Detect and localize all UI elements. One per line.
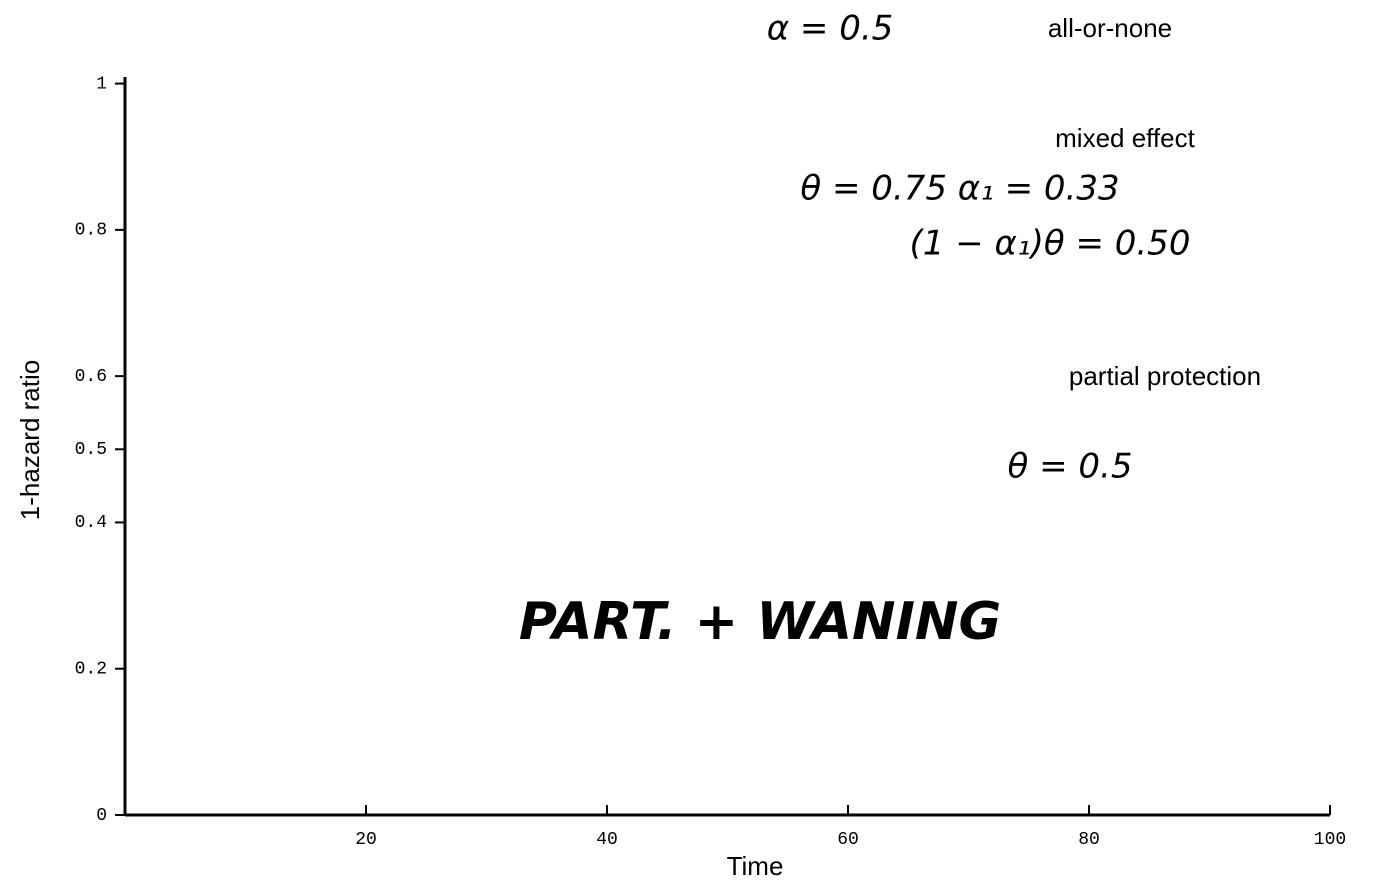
y-axis-label: 1-hazard ratio (15, 360, 45, 520)
x-tick-label: 20 (355, 830, 377, 850)
y-tick-label: 0.4 (75, 513, 107, 533)
series-label: PART. + WANING (519, 592, 1001, 652)
x-axis-label: Time (727, 851, 784, 881)
series-label: partial protection (1069, 361, 1261, 391)
y-tick-label: 0 (96, 806, 107, 826)
x-tick-label: 60 (837, 830, 859, 850)
series-label: mixed effect (1055, 123, 1195, 153)
y-tick-label: 1 (96, 74, 107, 94)
y-tick-label: 0.6 (75, 367, 107, 387)
x-tick-label: 100 (1314, 830, 1346, 850)
annotation: θ = 0.5 (1008, 447, 1133, 487)
annotation: α = 0.5 (767, 9, 894, 49)
series-label: all-or-none (1048, 13, 1172, 43)
annotation: θ = 0.75 α₁ = 0.33 (800, 169, 1119, 209)
annotation: (1 − α₁)θ = 0.50 (910, 224, 1191, 264)
y-tick-label: 0.8 (75, 221, 107, 241)
x-tick-label: 40 (596, 830, 618, 850)
x-tick-label: 80 (1078, 830, 1100, 850)
y-tick-label: 0.2 (75, 659, 107, 679)
y-tick-label: 0.5 (75, 440, 107, 460)
